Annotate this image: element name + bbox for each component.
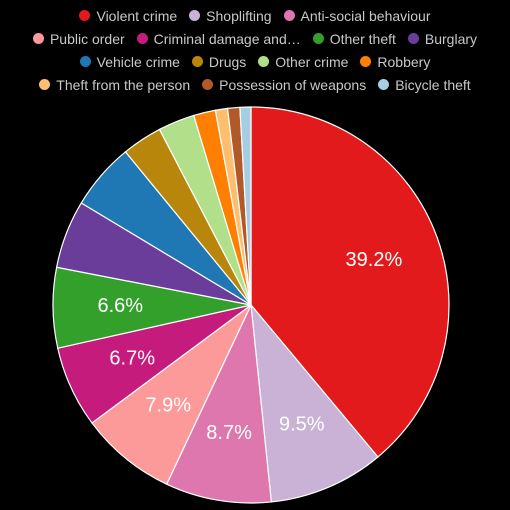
legend-item-robbery[interactable]: Robbery xyxy=(360,54,430,70)
legend-row: Public order Criminal damage and… Other … xyxy=(0,27,510,50)
slice-data-label: 6.7% xyxy=(109,348,155,370)
legend-row: Violent crime Shoplifting Anti-social be… xyxy=(0,4,510,27)
slice-data-label: 39.2% xyxy=(346,249,403,271)
pie-slice-public-order[interactable] xyxy=(91,304,252,485)
slice-data-label: 8.7% xyxy=(206,422,252,444)
legend-item-bicycle-theft[interactable]: Bicycle theft xyxy=(378,76,471,93)
legend-swatch xyxy=(378,79,390,90)
pie-slice-violent-crime[interactable] xyxy=(250,106,450,458)
legend-item-vehicle-crime[interactable]: Vehicle crime xyxy=(79,53,180,70)
legend-swatch xyxy=(258,56,270,67)
legend-swatch xyxy=(283,10,295,21)
legend-item-anti-social-behaviour[interactable]: Anti-social behaviour xyxy=(283,7,431,24)
legend-label: Robbery xyxy=(377,53,431,70)
legend-item-burglary[interactable]: Burglary xyxy=(407,30,478,47)
legend-label: Vehicle crime xyxy=(96,53,180,70)
pie-slice-bicycle-theft[interactable] xyxy=(239,106,252,306)
slice-data-label: 6.6% xyxy=(98,295,144,317)
legend-swatch xyxy=(407,33,419,44)
legend-swatch xyxy=(202,79,214,90)
legend-swatch xyxy=(32,33,44,44)
slice-data-label: 9.5% xyxy=(279,414,325,436)
legend-swatch xyxy=(312,33,324,44)
legend-swatch xyxy=(360,56,372,67)
legend-swatch xyxy=(191,56,203,67)
legend-item-criminal-damage[interactable]: Criminal damage and… xyxy=(136,30,301,47)
legend-row: Theft from the person Possession of weap… xyxy=(0,73,510,96)
pie-slice-shoplifting[interactable] xyxy=(250,303,379,503)
legend-label: Possession of weapons xyxy=(219,76,367,93)
legend-item-violent-crime[interactable]: Violent crime xyxy=(79,8,177,24)
slice-data-label: 7.9% xyxy=(145,394,191,416)
legend-item-other-crime[interactable]: Other crime xyxy=(258,54,348,70)
legend-swatch xyxy=(136,33,148,44)
legend-swatch xyxy=(79,10,91,21)
legend-label: Shoplifting xyxy=(206,7,272,24)
legend-item-theft-from-the-person[interactable]: Theft from the person xyxy=(39,77,190,93)
legend-label: Public order xyxy=(49,30,125,47)
legend: Violent crime Shoplifting Anti-social be… xyxy=(0,4,510,96)
legend-label: Theft from the person xyxy=(56,76,191,93)
legend-swatch xyxy=(79,56,91,67)
legend-label: Bicycle theft xyxy=(395,76,471,93)
legend-row: Vehicle crime Drugs Other crime Robbery xyxy=(0,50,510,73)
legend-item-public-order[interactable]: Public order xyxy=(32,30,125,47)
legend-label: Violent crime xyxy=(96,7,178,24)
pie-slice-anti-social-behaviour[interactable] xyxy=(165,302,273,504)
legend-label: Burglary xyxy=(424,30,478,47)
legend-label: Criminal damage and… xyxy=(153,30,301,47)
legend-swatch xyxy=(189,10,201,21)
legend-swatch xyxy=(39,79,51,90)
legend-item-shoplifting[interactable]: Shoplifting xyxy=(189,7,272,24)
legend-label: Anti-social behaviour xyxy=(300,7,431,24)
legend-item-possession-of-weapons[interactable]: Possession of weapons xyxy=(202,77,366,93)
legend-label: Other theft xyxy=(329,30,396,47)
legend-item-other-theft[interactable]: Other theft xyxy=(312,30,396,47)
legend-label: Drugs xyxy=(208,53,247,70)
legend-label: Other crime xyxy=(275,53,349,70)
legend-item-drugs[interactable]: Drugs xyxy=(191,53,247,70)
